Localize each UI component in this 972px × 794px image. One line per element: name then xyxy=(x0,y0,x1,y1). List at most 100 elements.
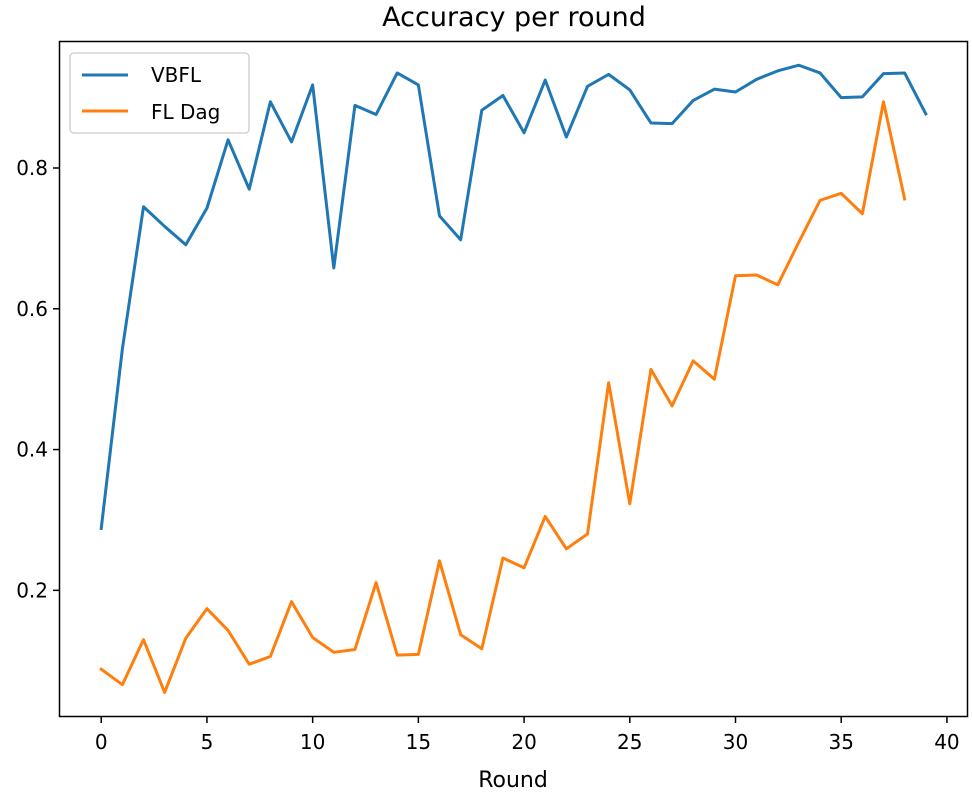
data-point-fl-dag xyxy=(416,652,420,656)
y-tick-label: 0.4 xyxy=(16,438,48,462)
data-point-vbfl xyxy=(290,140,294,144)
data-point-fl-dag xyxy=(268,655,272,659)
data-point-fl-dag xyxy=(184,636,188,640)
x-tick-label: 25 xyxy=(617,730,642,754)
data-point-vbfl xyxy=(501,94,505,98)
data-point-fl-dag xyxy=(247,662,251,666)
data-point-vbfl xyxy=(628,88,632,92)
x-tick-label: 35 xyxy=(828,730,853,754)
x-tick-label: 0 xyxy=(95,730,108,754)
data-point-vbfl xyxy=(691,98,695,102)
data-point-vbfl xyxy=(438,214,442,218)
data-point-fl-dag xyxy=(142,638,146,642)
data-point-vbfl xyxy=(881,72,885,76)
x-tick-label: 10 xyxy=(300,730,325,754)
data-point-vbfl xyxy=(564,135,568,139)
x-tick-label: 40 xyxy=(934,730,959,754)
data-point-fl-dag xyxy=(353,647,357,651)
data-point-fl-dag xyxy=(733,274,737,278)
data-point-vbfl xyxy=(395,71,399,75)
data-point-fl-dag xyxy=(628,502,632,506)
series-line-vbfl xyxy=(99,63,928,531)
x-tick-label: 30 xyxy=(723,730,748,754)
data-point-vbfl xyxy=(586,84,590,88)
chart-title: Accuracy per round xyxy=(382,2,646,33)
legend-label-vbfl: VBFL xyxy=(151,63,202,87)
data-point-vbfl xyxy=(924,112,928,116)
data-point-fl-dag xyxy=(163,690,167,694)
data-point-fl-dag xyxy=(881,100,885,104)
x-axis-ticks: 0 5 10 15 20 25 30 35 40 xyxy=(95,716,960,754)
data-point-vbfl xyxy=(142,205,146,209)
data-point-vbfl xyxy=(670,122,674,126)
series-line-fl-dag xyxy=(99,100,907,694)
data-point-vbfl xyxy=(120,347,124,351)
data-point-fl-dag xyxy=(670,404,674,408)
data-point-vbfl xyxy=(755,77,759,81)
data-point-vbfl xyxy=(416,83,420,87)
data-point-vbfl xyxy=(712,87,716,91)
data-point-fl-dag xyxy=(755,273,759,277)
data-point-vbfl xyxy=(226,138,230,142)
data-point-vbfl xyxy=(797,63,801,67)
data-point-vbfl xyxy=(839,96,843,100)
y-tick-label: 0.6 xyxy=(16,297,48,321)
data-point-fl-dag xyxy=(311,636,315,640)
data-point-fl-dag xyxy=(839,191,843,195)
data-point-fl-dag xyxy=(691,359,695,363)
y-axis-ticks: 0.2 0.4 0.6 0.8 xyxy=(16,156,60,602)
data-point-vbfl xyxy=(163,224,167,228)
data-point-fl-dag xyxy=(374,581,378,585)
data-point-fl-dag xyxy=(860,212,864,216)
data-point-fl-dag xyxy=(649,367,653,371)
data-point-fl-dag xyxy=(99,667,103,671)
data-point-fl-dag xyxy=(459,633,463,637)
data-point-vbfl xyxy=(99,526,103,530)
data-point-vbfl xyxy=(818,71,822,75)
data-point-vbfl xyxy=(205,206,209,210)
data-point-vbfl xyxy=(374,113,378,117)
x-tick-label: 20 xyxy=(511,730,536,754)
data-point-vbfl xyxy=(860,95,864,99)
legend-box xyxy=(69,52,250,134)
data-point-fl-dag xyxy=(797,240,801,244)
data-point-vbfl xyxy=(247,187,251,191)
data-point-fl-dag xyxy=(607,381,611,385)
data-point-fl-dag xyxy=(480,647,484,651)
plot-frame xyxy=(58,40,969,718)
data-point-vbfl xyxy=(332,266,336,270)
data-point-fl-dag xyxy=(522,566,526,570)
y-tick-label: 0.8 xyxy=(16,156,48,180)
data-point-vbfl xyxy=(733,90,737,94)
legend-label-fl-dag: FL Dag xyxy=(151,100,220,124)
data-point-fl-dag xyxy=(818,198,822,202)
data-point-vbfl xyxy=(184,243,188,247)
data-point-vbfl xyxy=(311,83,315,87)
data-point-fl-dag xyxy=(332,650,336,654)
data-point-fl-dag xyxy=(205,607,209,611)
data-point-fl-dag xyxy=(395,653,399,657)
data-point-vbfl xyxy=(776,69,780,73)
data-point-fl-dag xyxy=(120,683,124,687)
data-point-vbfl xyxy=(522,131,526,135)
data-point-vbfl xyxy=(268,100,272,104)
data-point-vbfl xyxy=(480,108,484,112)
data-point-fl-dag xyxy=(776,283,780,287)
data-point-fl-dag xyxy=(438,559,442,563)
series-layer xyxy=(99,63,928,694)
data-point-fl-dag xyxy=(290,600,294,604)
data-point-vbfl xyxy=(607,72,611,76)
data-point-fl-dag xyxy=(501,556,505,560)
data-point-vbfl xyxy=(459,238,463,242)
data-point-vbfl xyxy=(649,121,653,125)
y-tick-label: 0.2 xyxy=(16,578,48,602)
data-point-vbfl xyxy=(903,71,907,75)
data-point-fl-dag xyxy=(564,547,568,551)
data-point-fl-dag xyxy=(903,197,907,201)
data-point-vbfl xyxy=(543,78,547,82)
x-axis-label: Round xyxy=(478,768,548,793)
data-point-fl-dag xyxy=(226,628,230,632)
data-point-vbfl xyxy=(353,103,357,107)
legend: VBFL FL Dag xyxy=(69,52,250,134)
